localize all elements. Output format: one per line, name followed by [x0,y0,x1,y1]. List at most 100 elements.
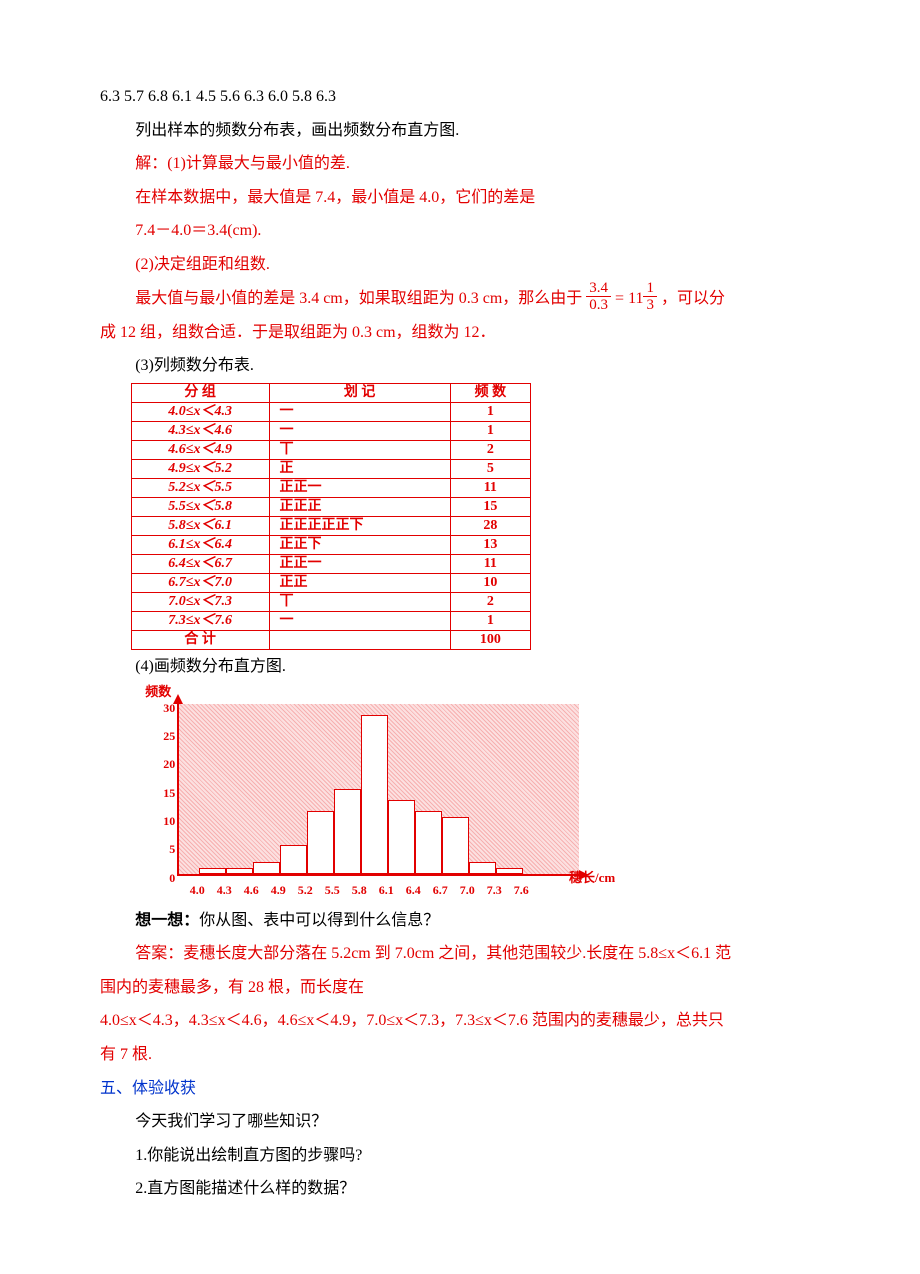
histogram: 频数 穗长/cm 0510152025304.04.34.64.95.25.55… [135,684,595,904]
table-total-row: 合 计100 [131,631,530,650]
range-cell: 4.0≤x＜4.3 [131,403,269,422]
table-row: 6.1≤x＜6.4正正下13 [131,536,530,555]
range-cell: 5.8≤x＜6.1 [131,517,269,536]
table-row: 7.0≤x＜7.3丅2 [131,593,530,612]
table-row: 6.4≤x＜6.7正正一11 [131,555,530,574]
range-cell: 4.9≤x＜5.2 [131,460,269,479]
tally-cell: 一 [269,612,450,631]
ytick: 0 [159,866,175,891]
tally-cell: 正正正正正下 [269,517,450,536]
solution-step2-line2: 成 12 组，组数合适．于是取组距为 0.3 cm，组数为 12． [100,316,820,350]
xtick: 4.6 [244,878,259,903]
xtick: 5.5 [325,878,340,903]
range-cell: 5.2≤x＜5.5 [131,479,269,498]
tally-cell: 正正下 [269,536,450,555]
freq-cell: 1 [450,403,530,422]
solution-step1-title: 解：(1)计算最大与最小值的差. [100,147,820,181]
ytick: 25 [159,724,175,749]
table-row: 5.8≤x＜6.1正正正正正下28 [131,517,530,536]
tally-cell: 丅 [269,441,450,460]
tally-cell: 正正一 [269,555,450,574]
tally-cell: 一 [269,422,450,441]
ytick: 5 [159,837,175,862]
think-prompt: 想一想：你从图、表中可以得到什么信息？ [100,904,820,938]
table-header: 频 数 [450,384,530,403]
table-header: 分 组 [131,384,269,403]
range-cell: 7.3≤x＜7.6 [131,612,269,631]
xtick: 4.9 [271,878,286,903]
freq-cell: 5 [450,460,530,479]
histogram-bar [253,862,280,873]
histogram-bar [415,811,442,873]
think-text: 你从图、表中可以得到什么信息？ [199,912,439,929]
freq-cell: 2 [450,593,530,612]
table-row: 4.6≤x＜4.9丅2 [131,441,530,460]
table-row: 4.9≤x＜5.2正5 [131,460,530,479]
frequency-table: 分 组划 记频 数4.0≤x＜4.3一14.3≤x＜4.6一14.6≤x＜4.9… [131,383,531,650]
intro-task: 列出样本的频数分布表，画出频数分布直方图. [100,114,820,148]
freq-cell: 11 [450,555,530,574]
step2-prefix: 最大值与最小值的差是 3.4 cm，如果取组距为 0.3 cm，那么由于 [135,290,582,307]
range-cell: 6.4≤x＜6.7 [131,555,269,574]
answer-line1: 答案：麦穗长度大部分落在 5.2cm 到 7.0cm 之间，其他范围较少.长度在… [100,937,820,971]
xtick: 6.4 [406,878,421,903]
xtick: 7.0 [460,878,475,903]
tally-cell: 丅 [269,593,450,612]
solution-step2-line1: 最大值与最小值的差是 3.4 cm，如果取组距为 0.3 cm，那么由于 3.4… [100,282,820,316]
frac1-num: 3.4 [586,280,611,298]
answer-line2: 围内的麦穗最多，有 28 根，而长度在 [100,971,820,1005]
range-cell: 4.3≤x＜4.6 [131,422,269,441]
range-cell: 6.1≤x＜6.4 [131,536,269,555]
fraction-1: 3.4 0.3 [586,280,611,314]
xtick: 7.6 [514,878,529,903]
range-cell: 5.5≤x＜5.8 [131,498,269,517]
freq-cell: 15 [450,498,530,517]
table-row: 4.3≤x＜4.6一1 [131,422,530,441]
table-row: 5.2≤x＜5.5正正一11 [131,479,530,498]
solution-step4-title: (4)画频数分布直方图. [100,650,820,684]
section5-q1: 1.你能说出绘制直方图的步骤吗? [100,1139,820,1173]
histogram-xlabel: 穗长/cm [569,864,615,891]
ytick: 10 [159,809,175,834]
table-row: 7.3≤x＜7.6一1 [131,612,530,631]
data-values: 6.3 5.7 6.8 6.1 4.5 5.6 6.3 6.0 5.8 6.3 [100,80,820,114]
range-cell: 4.6≤x＜4.9 [131,441,269,460]
range-cell: 6.7≤x＜7.0 [131,574,269,593]
histogram-bar [280,845,307,873]
total-blank [269,631,450,650]
histogram-bar [442,817,469,874]
xtick: 5.2 [298,878,313,903]
eq-mid: = 11 [615,290,643,307]
frac2-num: 1 [643,280,657,298]
answer-line3: 4.0≤x＜4.3，4.3≤x＜4.6，4.6≤x＜4.9，7.0≤x＜7.3，… [100,1004,820,1038]
range-cell: 7.0≤x＜7.3 [131,593,269,612]
section5-q2: 2.直方图能描述什么样的数据？ [100,1172,820,1206]
ytick: 30 [159,696,175,721]
solution-step3-title: (3)列频数分布表. [100,349,820,383]
histogram-bar [361,715,388,874]
section5-q0: 今天我们学习了哪些知识？ [100,1105,820,1139]
table-row: 5.5≤x＜5.8正正正15 [131,498,530,517]
frac1-den: 0.3 [586,297,611,314]
xtick: 6.1 [379,878,394,903]
solution-step1-line2: 7.4－4.0＝3.4(cm). [100,214,820,248]
histogram-bar [469,862,496,873]
think-label: 想一想： [135,912,199,929]
frac2-den: 3 [643,297,657,314]
table-row: 4.0≤x＜4.3一1 [131,403,530,422]
histogram-plot [177,704,579,876]
freq-cell: 11 [450,479,530,498]
xtick: 6.7 [433,878,448,903]
section5-title: 五、体验收获 [100,1072,820,1106]
step2-suffix: ，可以分 [657,290,725,307]
tally-cell: 正正一 [269,479,450,498]
tally-cell: 正正正 [269,498,450,517]
tally-cell: 一 [269,403,450,422]
histogram-bar [334,789,361,874]
histogram-bar [307,811,334,873]
histogram-bar [388,800,415,874]
total-value: 100 [450,631,530,650]
freq-cell: 1 [450,422,530,441]
table-row: 6.7≤x＜7.0正正10 [131,574,530,593]
answer-line4: 有 7 根. [100,1038,820,1072]
